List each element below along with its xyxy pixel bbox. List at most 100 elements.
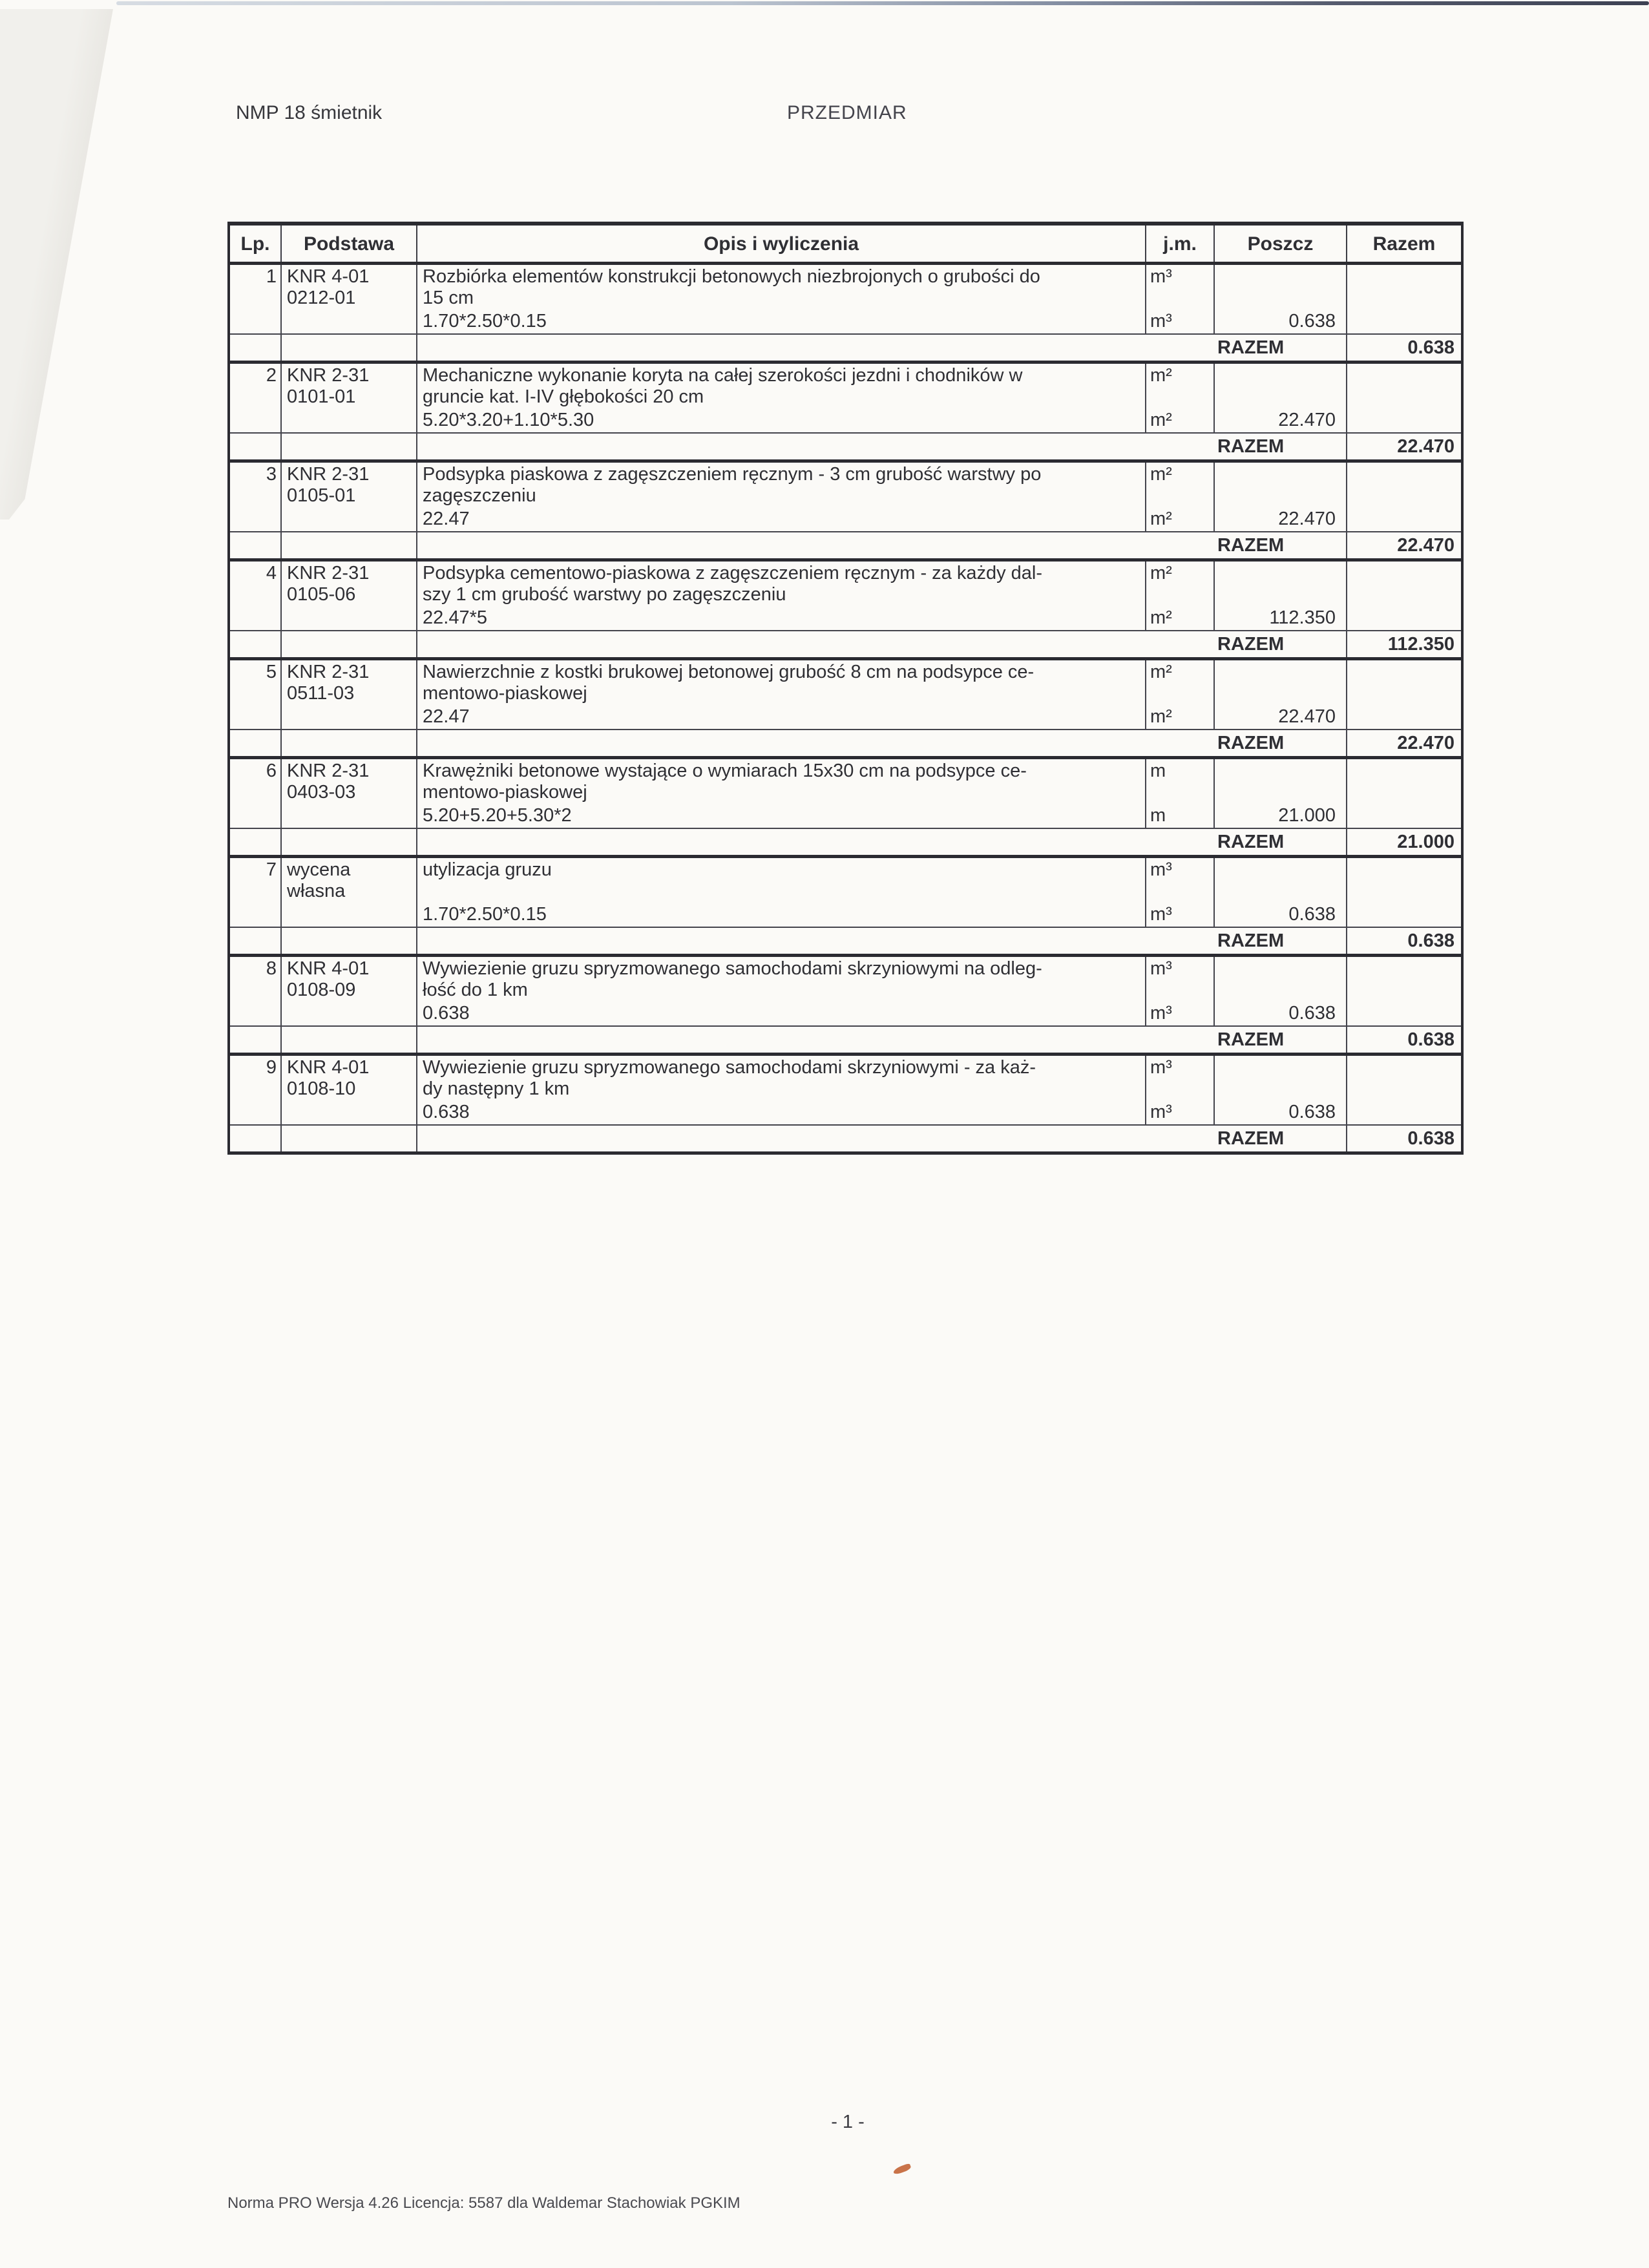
item-partial-value: 0.638 (1215, 957, 1347, 1025)
basis-code-line2: 0108-10 (287, 1078, 356, 1099)
unit-bottom: m² (1150, 706, 1172, 727)
razem-value: 0.638 (1407, 1029, 1455, 1050)
basis-code-line1: wycena (287, 859, 351, 880)
partial-value: 112.350 (1269, 607, 1336, 628)
column-header-podstawa: Podstawa (282, 226, 417, 262)
item-partial-value: 0.638 (1215, 1056, 1347, 1124)
item-partial-value: 0.638 (1215, 858, 1347, 927)
unit-top: m² (1150, 563, 1172, 583)
total-row-spacer (417, 928, 1215, 954)
description-line2: mentowo-piaskowej (423, 683, 587, 704)
item-content-row: 7 wycena własna utylizacja gruzu 1.70*2.… (230, 858, 1461, 928)
razem-label: RAZEM (1215, 335, 1347, 361)
total-row-lp-cell (230, 532, 282, 558)
item-description: Nawierzchnie z kostki brukowej betonowej… (423, 662, 1140, 704)
description-line1: Mechaniczne wykonanie koryta na całej sz… (423, 365, 1023, 386)
total-row-spacer (417, 1126, 1215, 1151)
item-basis-code: KNR 4-01 0108-09 (282, 957, 417, 1025)
basis-code-line1: KNR 2-31 (287, 761, 370, 781)
item-description: Rozbiórka elementów konstrukcji betonowy… (423, 266, 1140, 309)
basis-code-line1: KNR 4-01 (287, 266, 370, 287)
item-total-row: RAZEM 22.470 (230, 730, 1461, 759)
item-calculation: 22.47*5 (423, 607, 487, 628)
item-description-cell: Mechaniczne wykonanie koryta na całej sz… (417, 364, 1146, 432)
item-content-row: 1 KNR 4-01 0212-01 Rozbiórka elementów k… (230, 265, 1461, 335)
basis-code-line2: 0101-01 (287, 386, 356, 407)
total-row-lp-cell (230, 335, 282, 361)
description-line2: mentowo-piaskowej (423, 782, 587, 803)
unit-bottom: m² (1150, 607, 1172, 628)
total-row-basis-cell (282, 335, 417, 361)
item-total-row: RAZEM 21.000 (230, 829, 1461, 858)
item-unit-cell: m³ m³ (1146, 265, 1215, 333)
estimate-item: 2 KNR 2-31 0101-01 Mechaniczne wykonanie… (230, 364, 1461, 463)
przedmiar-table: Lp. Podstawa Opis i wyliczenia j.m. Posz… (227, 222, 1464, 1155)
item-calculation: 1.70*2.50*0.15 (423, 311, 547, 331)
item-partial-value: 22.470 (1215, 463, 1347, 531)
item-number: 7 (230, 858, 282, 927)
document-title: PRZEDMIAR (787, 102, 907, 123)
total-row-basis-cell (282, 631, 417, 657)
item-calculation: 0.638 (423, 1003, 470, 1024)
table-body: 1 KNR 4-01 0212-01 Rozbiórka elementów k… (230, 265, 1461, 1151)
description-line1: Podsypka piaskowa z zagęszczeniem ręczny… (423, 464, 1042, 485)
total-row-basis-cell (282, 434, 417, 459)
item-calculation: 22.47 (423, 706, 470, 727)
estimate-item: 1 KNR 4-01 0212-01 Rozbiórka elementów k… (230, 265, 1461, 364)
item-content-row: 5 KNR 2-31 0511-03 Nawierzchnie z kostki… (230, 660, 1461, 730)
unit-bottom: m³ (1150, 311, 1172, 331)
basis-code-line1: KNR 4-01 (287, 958, 370, 979)
item-content-row: 8 KNR 4-01 0108-09 Wywiezienie gruzu spr… (230, 957, 1461, 1027)
pen-mark-artifact (892, 2163, 912, 2176)
partial-value: 0.638 (1288, 311, 1336, 331)
unit-top: m³ (1150, 859, 1172, 880)
item-description-cell: utylizacja gruzu 1.70*2.50*0.15 (417, 858, 1146, 927)
partial-value: 22.470 (1278, 509, 1336, 529)
item-description-cell: Krawężniki betonowe wystające o wymiarac… (417, 759, 1146, 828)
total-row-spacer (417, 434, 1215, 459)
item-total-row: RAZEM 22.470 (230, 532, 1461, 562)
razem-value: 0.638 (1407, 337, 1455, 358)
item-razem-empty-cell (1347, 858, 1461, 927)
item-basis-code: KNR 4-01 0212-01 (282, 265, 417, 333)
item-number: 3 (230, 463, 282, 531)
item-calculation: 5.20+5.20+5.30*2 (423, 805, 572, 826)
total-row-spacer (417, 631, 1215, 657)
basis-code-line2: 0105-01 (287, 485, 356, 506)
item-total-row: RAZEM 0.638 (230, 1027, 1461, 1056)
item-calculation: 5.20*3.20+1.10*5.30 (423, 410, 594, 430)
unit-bottom: m² (1150, 509, 1172, 529)
estimate-item: 7 wycena własna utylizacja gruzu 1.70*2.… (230, 858, 1461, 957)
description-line2: dy następny 1 km (423, 1078, 570, 1099)
item-content-row: 4 KNR 2-31 0105-06 Podsypka cementowo-pi… (230, 562, 1461, 631)
razem-value: 21.000 (1397, 831, 1455, 852)
partial-value: 0.638 (1288, 1102, 1336, 1122)
description-line1: Podsypka cementowo-piaskowa z zagęszczen… (423, 563, 1043, 583)
column-header-opis: Opis i wyliczenia (417, 226, 1146, 262)
item-unit-cell: m³ m³ (1146, 1056, 1215, 1124)
item-razem-empty-cell (1347, 463, 1461, 531)
razem-label: RAZEM (1215, 532, 1347, 558)
basis-code-line2: 0105-06 (287, 584, 356, 605)
total-row-lp-cell (230, 829, 282, 855)
partial-value: 0.638 (1288, 1003, 1336, 1024)
item-number: 1 (230, 265, 282, 333)
total-row-spacer (417, 829, 1215, 855)
item-total-row: RAZEM 0.638 (230, 1126, 1461, 1151)
item-basis-code: KNR 4-01 0108-10 (282, 1056, 417, 1124)
basis-code-line2: 0212-01 (287, 288, 356, 308)
razem-label: RAZEM (1215, 730, 1347, 756)
description-line2: 15 cm (423, 288, 474, 308)
item-total-row: RAZEM 0.638 (230, 335, 1461, 364)
razem-label: RAZEM (1215, 829, 1347, 855)
total-row-spacer (417, 1027, 1215, 1053)
item-description: Mechaniczne wykonanie koryta na całej sz… (423, 365, 1140, 408)
estimate-item: 6 KNR 2-31 0403-03 Krawężniki betonowe w… (230, 759, 1461, 858)
software-footer: Norma PRO Wersja 4.26 Licencja: 5587 dla… (227, 2194, 740, 2212)
estimate-item: 4 KNR 2-31 0105-06 Podsypka cementowo-pi… (230, 562, 1461, 660)
razem-label: RAZEM (1215, 434, 1347, 459)
total-row-lp-cell (230, 631, 282, 657)
razem-value: 112.350 (1387, 633, 1455, 655)
description-line2: łość do 1 km (423, 980, 528, 1000)
